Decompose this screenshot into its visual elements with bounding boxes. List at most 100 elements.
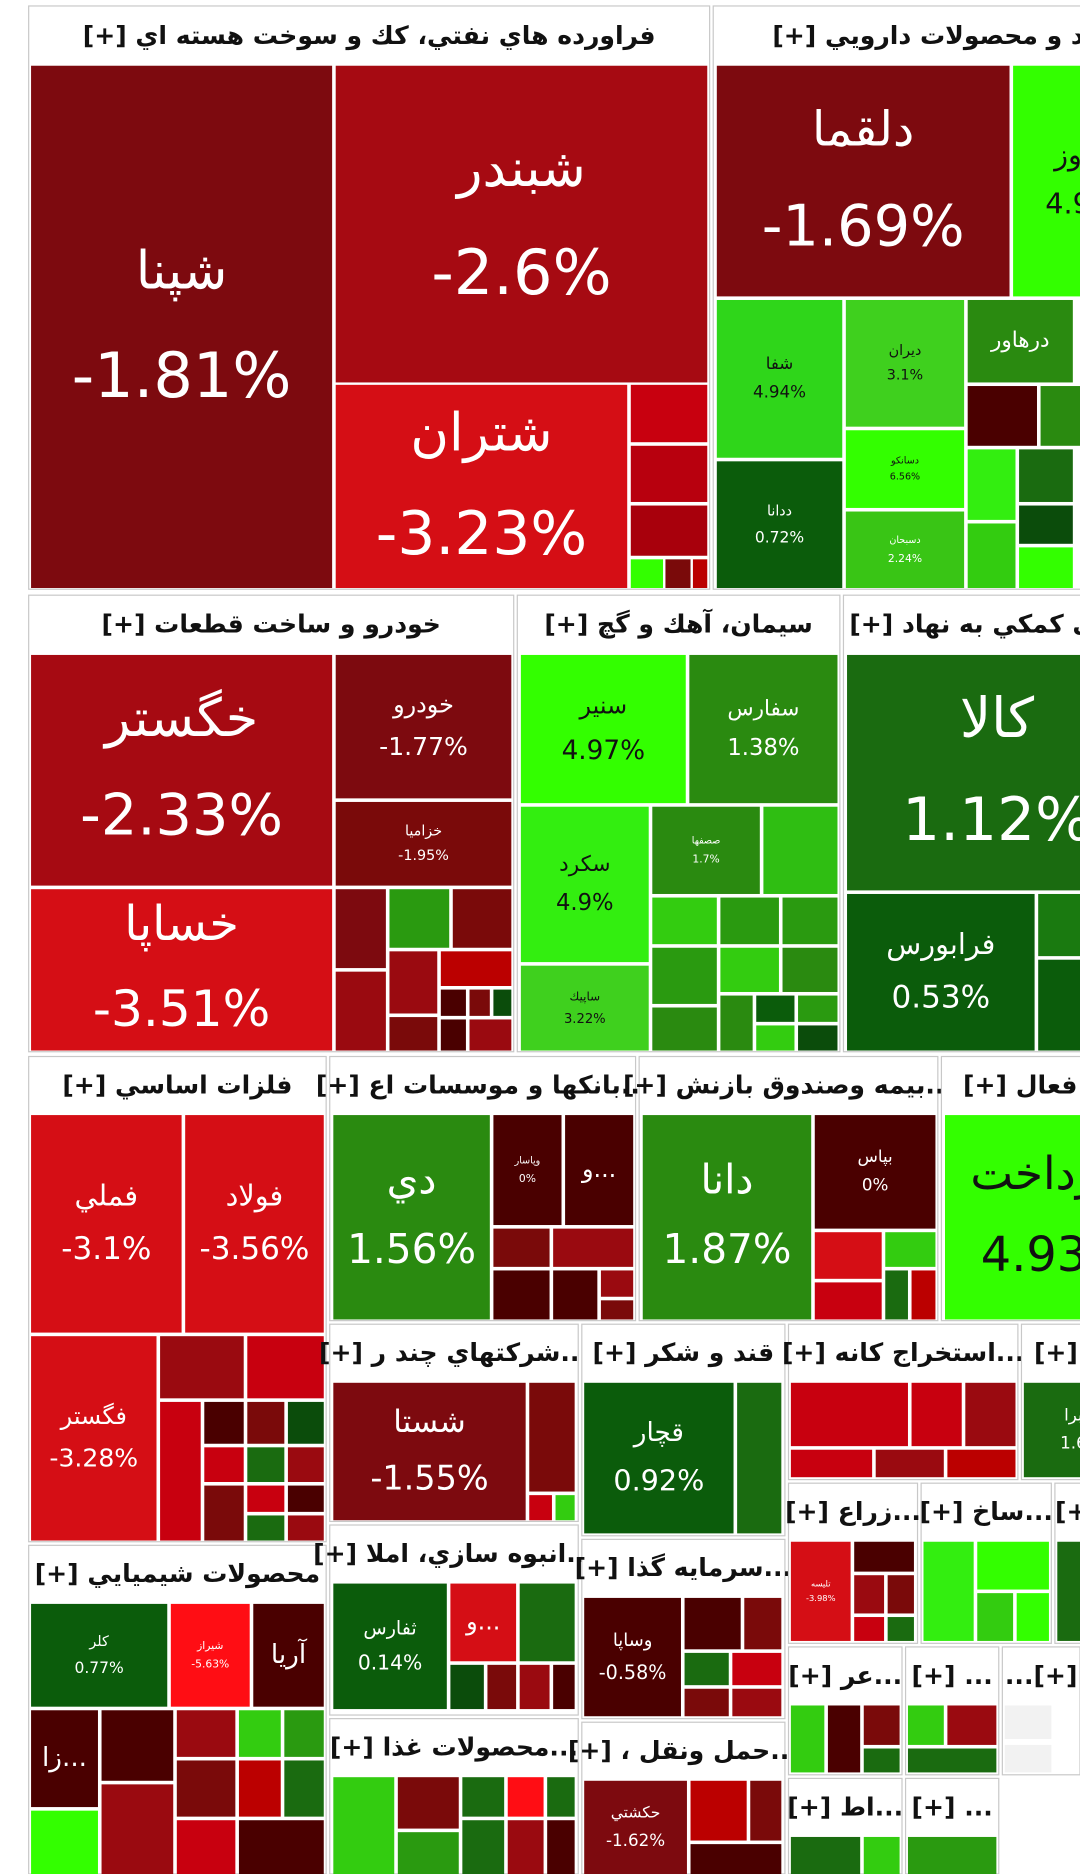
tile	[520, 654, 686, 804]
tile-value: 3.1%	[887, 368, 923, 384]
tile	[519, 1583, 575, 1662]
tile	[885, 1270, 908, 1320]
tile	[1038, 959, 1080, 1051]
tile-label: فرابورس	[886, 927, 995, 961]
tile	[520, 806, 649, 963]
sector: ...استخراج كانه [+]	[782, 1323, 1024, 1481]
tile	[716, 461, 843, 589]
sector: ...حمل ونقل ، [+] حكشتي -1.62%	[568, 1721, 799, 1874]
tile	[247, 1401, 285, 1444]
tile-value: -1.69%	[762, 192, 965, 259]
tile-value: 0.14%	[358, 1651, 422, 1675]
tile	[519, 1664, 550, 1710]
sector-title: ...محصولات غذا [+]	[330, 1733, 578, 1763]
tile	[1040, 386, 1080, 446]
tile	[790, 1705, 825, 1773]
tile-value: 6.56%	[890, 472, 920, 483]
tile	[737, 1382, 782, 1534]
tile	[160, 1401, 201, 1541]
sector: ...بيمه وصندوق بازنش [+] دانا 1.87% بپاس 0%	[623, 1055, 954, 1322]
tile	[204, 1447, 244, 1482]
tile	[732, 1688, 782, 1717]
tile	[967, 449, 1016, 520]
tile	[247, 1336, 324, 1399]
tile	[1019, 547, 1073, 589]
tile	[335, 801, 512, 886]
tile	[854, 1575, 885, 1614]
sector-title: ...سرمايه گذا [+]	[575, 1553, 792, 1583]
tile-label: برا	[1064, 1404, 1080, 1424]
tile	[945, 1115, 1080, 1320]
tile	[493, 1270, 550, 1320]
tile	[1057, 1541, 1080, 1641]
tile	[845, 299, 965, 427]
tile-label: دسبحان	[889, 535, 920, 546]
tile-label: درهاور	[990, 328, 1050, 353]
sector: ند [+] برا 1.6	[1020, 1323, 1080, 1481]
tile	[630, 505, 708, 556]
tile	[31, 889, 333, 1051]
sector: مواد و محصولات دارويي [+] دلقما -1.69% وز 4.…	[712, 5, 1080, 590]
tile	[782, 947, 838, 992]
tile-value: -1.62%	[606, 1830, 665, 1850]
tile	[845, 511, 965, 589]
tile-value: -1.55%	[370, 1458, 488, 1497]
tile	[1016, 1593, 1049, 1641]
tile-value: 1.7%	[692, 852, 719, 865]
tile-value: -3.1%	[61, 1231, 151, 1267]
sector-title: ...حمل ونقل ، [+]	[568, 1736, 799, 1766]
tile-label: ددانا	[767, 503, 792, 519]
tile-value: -3.28%	[49, 1444, 138, 1473]
tile-value: -1.95%	[398, 848, 449, 864]
tile	[716, 299, 843, 458]
sector: ... [+]	[904, 1646, 1000, 1776]
tile	[247, 1515, 285, 1541]
tile	[333, 1115, 490, 1320]
tile-label: وساپا	[613, 1630, 653, 1651]
tile	[335, 384, 628, 589]
sector: سيمان، آهك و گچ [+] سنير 4.97% سفارس 1.38% سك…	[516, 594, 841, 1053]
tile	[462, 1777, 505, 1817]
tile-value: 3.22%	[564, 1012, 606, 1027]
tile	[520, 965, 649, 1051]
tile	[652, 1007, 717, 1051]
tile-value: 4.97%	[562, 736, 645, 766]
tile	[335, 65, 708, 383]
tile	[204, 1485, 244, 1541]
tile	[333, 1382, 526, 1521]
tile	[1038, 893, 1080, 957]
tile-value: 4.94%	[753, 382, 806, 402]
tile	[814, 1282, 882, 1320]
tile	[1004, 1744, 1052, 1773]
tile	[863, 1836, 900, 1874]
tile	[630, 384, 708, 443]
tile-value: -3.23%	[376, 500, 587, 569]
sector-title: ... [+]	[912, 1792, 993, 1821]
tile-value: 1.87%	[662, 1225, 791, 1273]
tile	[31, 1115, 182, 1333]
tile	[493, 1115, 562, 1226]
tile	[440, 951, 512, 987]
tile	[397, 1777, 459, 1829]
sector: ...شركتهاي چند ر [+] شستا -1.55%	[319, 1323, 589, 1523]
tile	[101, 1710, 174, 1781]
tile-label: شستا	[393, 1404, 466, 1440]
tile	[553, 1270, 598, 1320]
tile	[507, 1777, 544, 1817]
sector-title: خودرو و ساخت قطعات [+]	[101, 610, 440, 640]
sector-title: قند و شكر [+]	[593, 1338, 775, 1368]
tile	[389, 1017, 438, 1051]
tile	[732, 1652, 782, 1686]
tile	[553, 1664, 575, 1710]
tile	[287, 1447, 324, 1482]
tile-value: 0.92%	[613, 1463, 704, 1497]
tile	[684, 1652, 729, 1686]
tile-label: دسانكو	[890, 455, 919, 466]
tile	[642, 1115, 812, 1320]
sector: فلزات اساسي [+] فملي -3.1% فولاد -3.56% فگستر…	[28, 1055, 327, 1543]
tile	[887, 1617, 914, 1641]
tile	[333, 1777, 395, 1874]
sector: ...انبوه سازي، املا [+] ثفارس 0.14% ...و	[313, 1524, 595, 1716]
tile-label: وز	[1052, 138, 1080, 172]
tile	[31, 1603, 168, 1707]
